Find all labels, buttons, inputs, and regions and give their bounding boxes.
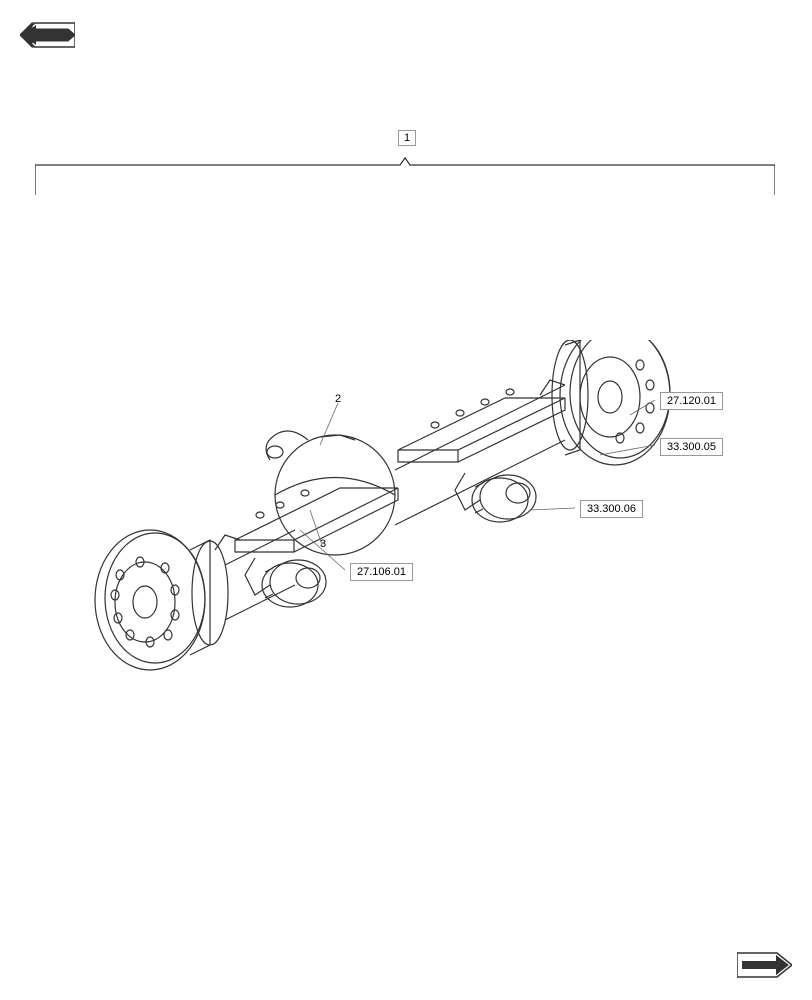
- nav-back-icon[interactable]: [20, 20, 75, 50]
- callout-33-300-05: 33.300.05: [660, 438, 723, 456]
- part-number-2: 2: [335, 393, 341, 405]
- diagram-container: 1: [0, 0, 812, 1000]
- callout-27-106-01: 27.106.01: [350, 563, 413, 581]
- callout-27-120-01: 27.120.01: [660, 392, 723, 410]
- nav-forward-icon[interactable]: [737, 950, 792, 980]
- part-number-3: 3: [320, 538, 326, 550]
- axle-diagram: [60, 340, 740, 720]
- bracket-label-1: 1: [398, 130, 416, 146]
- callout-33-300-06: 33.300.06: [580, 500, 643, 518]
